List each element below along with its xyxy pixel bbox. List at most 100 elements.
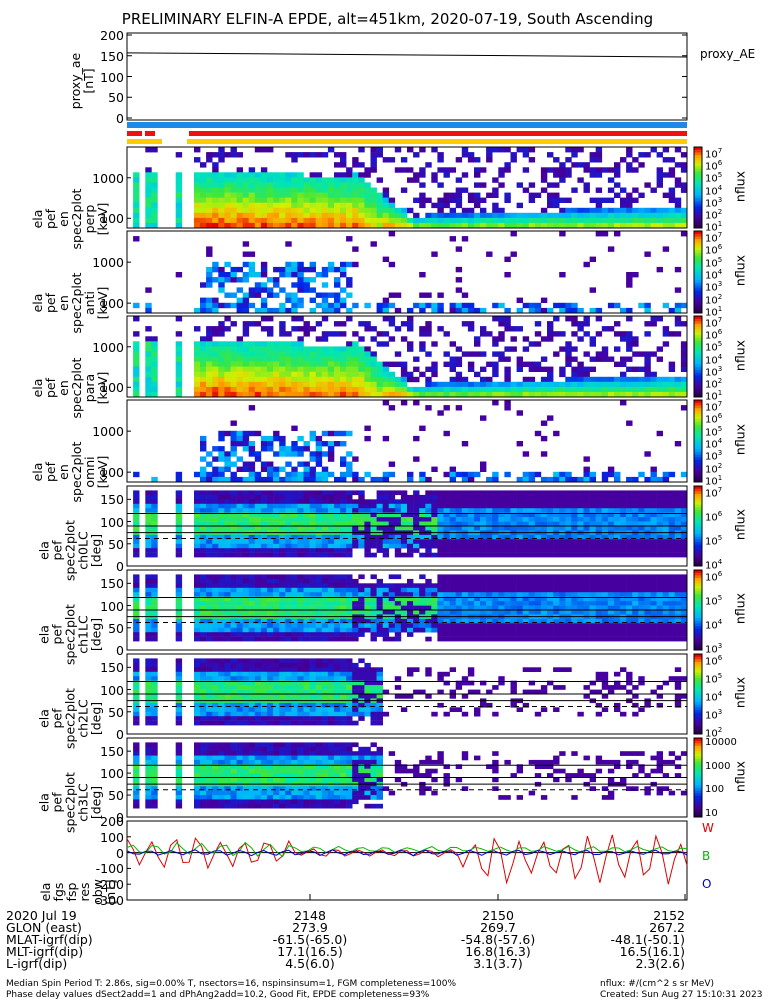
spectrogram-cell — [297, 605, 304, 611]
spectrogram-cell — [455, 534, 463, 540]
spectrogram-cell — [175, 707, 183, 712]
spectrogram-cell — [595, 605, 603, 611]
spectrogram-cell — [583, 539, 590, 544]
spectrogram-cell — [455, 512, 463, 518]
spectrogram-cell — [358, 346, 365, 352]
spectrogram-cell — [230, 351, 237, 357]
spectrogram-cell — [285, 391, 292, 398]
spectrogram-cell — [400, 583, 408, 588]
spectrogram-cell — [224, 177, 231, 183]
spectrogram-cell — [668, 391, 676, 398]
spectrogram-cell — [461, 605, 469, 611]
spectrogram-cell — [297, 261, 304, 268]
spectrogram-cell — [254, 376, 262, 383]
spectrogram-cell — [352, 618, 359, 624]
spectrogram-cell — [260, 197, 268, 203]
spectrogram-cell — [565, 508, 572, 513]
spectrogram-cell — [407, 601, 414, 606]
colorbar-cell — [694, 451, 702, 456]
spectrogram-cell — [547, 508, 554, 513]
spectrogram-cell — [364, 601, 371, 606]
spectrogram-cell — [583, 636, 590, 642]
spectrogram-cell — [285, 476, 292, 483]
spectrogram-cell — [370, 202, 377, 209]
spectrogram-cell — [346, 177, 353, 183]
spectrogram-cell — [620, 512, 627, 518]
spectrogram-cell — [668, 583, 676, 588]
spectrogram-cell — [601, 578, 609, 584]
colorbar-cell — [694, 239, 702, 243]
spectrogram-cell — [668, 632, 676, 637]
spectrogram-cell — [297, 386, 304, 393]
spectrogram-cell — [583, 578, 590, 584]
spectrogram-cell — [565, 543, 572, 549]
spectrogram-cell — [644, 476, 651, 483]
spectrogram-cell — [285, 172, 292, 178]
spectrogram-cell — [583, 592, 590, 597]
spectrogram-cell — [486, 552, 493, 558]
spectrogram-cell — [516, 548, 523, 553]
spectrogram-cell — [620, 627, 627, 633]
spectrogram-cell — [285, 494, 292, 500]
spectrogram-cell — [595, 231, 603, 237]
spectrogram-cell — [212, 543, 219, 549]
spectrogram-cell — [133, 499, 140, 504]
colorbar-cell — [694, 187, 702, 191]
spectrogram-cell — [626, 162, 633, 168]
spectrogram-cell — [279, 207, 286, 214]
spectrogram-cell — [589, 623, 596, 628]
spectrogram-cell — [394, 292, 402, 298]
spectrogram-cell — [498, 167, 505, 173]
spectrogram-cell — [242, 503, 250, 509]
spectrogram-cell — [175, 618, 183, 624]
spectrogram-cell — [528, 526, 536, 531]
spectrogram-cell — [443, 351, 450, 357]
spectrogram-cell — [315, 461, 323, 467]
spectrogram-cell — [638, 512, 645, 518]
spectrogram-cell — [425, 490, 432, 496]
spectrogram-cell — [334, 182, 341, 188]
spectrogram-cell — [224, 521, 231, 527]
spectrogram-cell — [419, 386, 426, 393]
spectrogram-cell — [644, 552, 651, 558]
spectrogram-cell — [425, 494, 432, 500]
spectrogram-cell — [303, 266, 310, 273]
spectrogram-cell — [486, 610, 493, 615]
spectrogram-cell — [175, 702, 183, 708]
spectrogram-cell — [260, 618, 268, 624]
spectrogram-cell — [273, 574, 280, 580]
spectrogram-cell — [467, 583, 475, 588]
spectrogram-cell — [407, 610, 414, 615]
spectrogram-cell — [614, 526, 621, 531]
spectrogram-cell — [632, 543, 639, 549]
spectrogram-cell — [601, 512, 609, 518]
spectrogram-cell — [589, 632, 596, 637]
spectrogram-cell — [644, 321, 651, 327]
spectrogram-cell — [547, 494, 554, 500]
spectrogram-cell — [327, 451, 335, 457]
spectrogram-cell — [662, 517, 670, 522]
spectrogram-cell — [656, 517, 663, 522]
spectrogram-cell — [680, 512, 688, 518]
spectrogram-cell — [583, 618, 590, 624]
spectrogram-cell — [291, 441, 298, 447]
spectrogram-cell — [492, 552, 499, 558]
spectrogram-cell — [638, 162, 645, 168]
spectrogram-cell — [547, 618, 554, 624]
spectrogram-cell — [571, 503, 578, 509]
spectrogram-cell — [212, 512, 219, 518]
spectrogram-cell — [394, 632, 402, 637]
spectrogram-cell — [388, 157, 396, 163]
spectrogram-cell — [364, 366, 371, 372]
spectrogram-cell — [607, 508, 615, 513]
spectrogram-cell — [267, 277, 274, 283]
spectrogram-cell — [553, 331, 560, 337]
spectrogram-cell — [358, 366, 365, 372]
spectrogram-cell — [321, 272, 329, 278]
spectrogram-cell — [145, 539, 152, 544]
spectrogram-cell — [376, 177, 383, 183]
spectrogram-cell — [662, 610, 670, 615]
spectrogram-cell — [309, 494, 316, 500]
spectrogram-cell — [334, 552, 341, 558]
spectrogram-cell — [279, 381, 286, 388]
